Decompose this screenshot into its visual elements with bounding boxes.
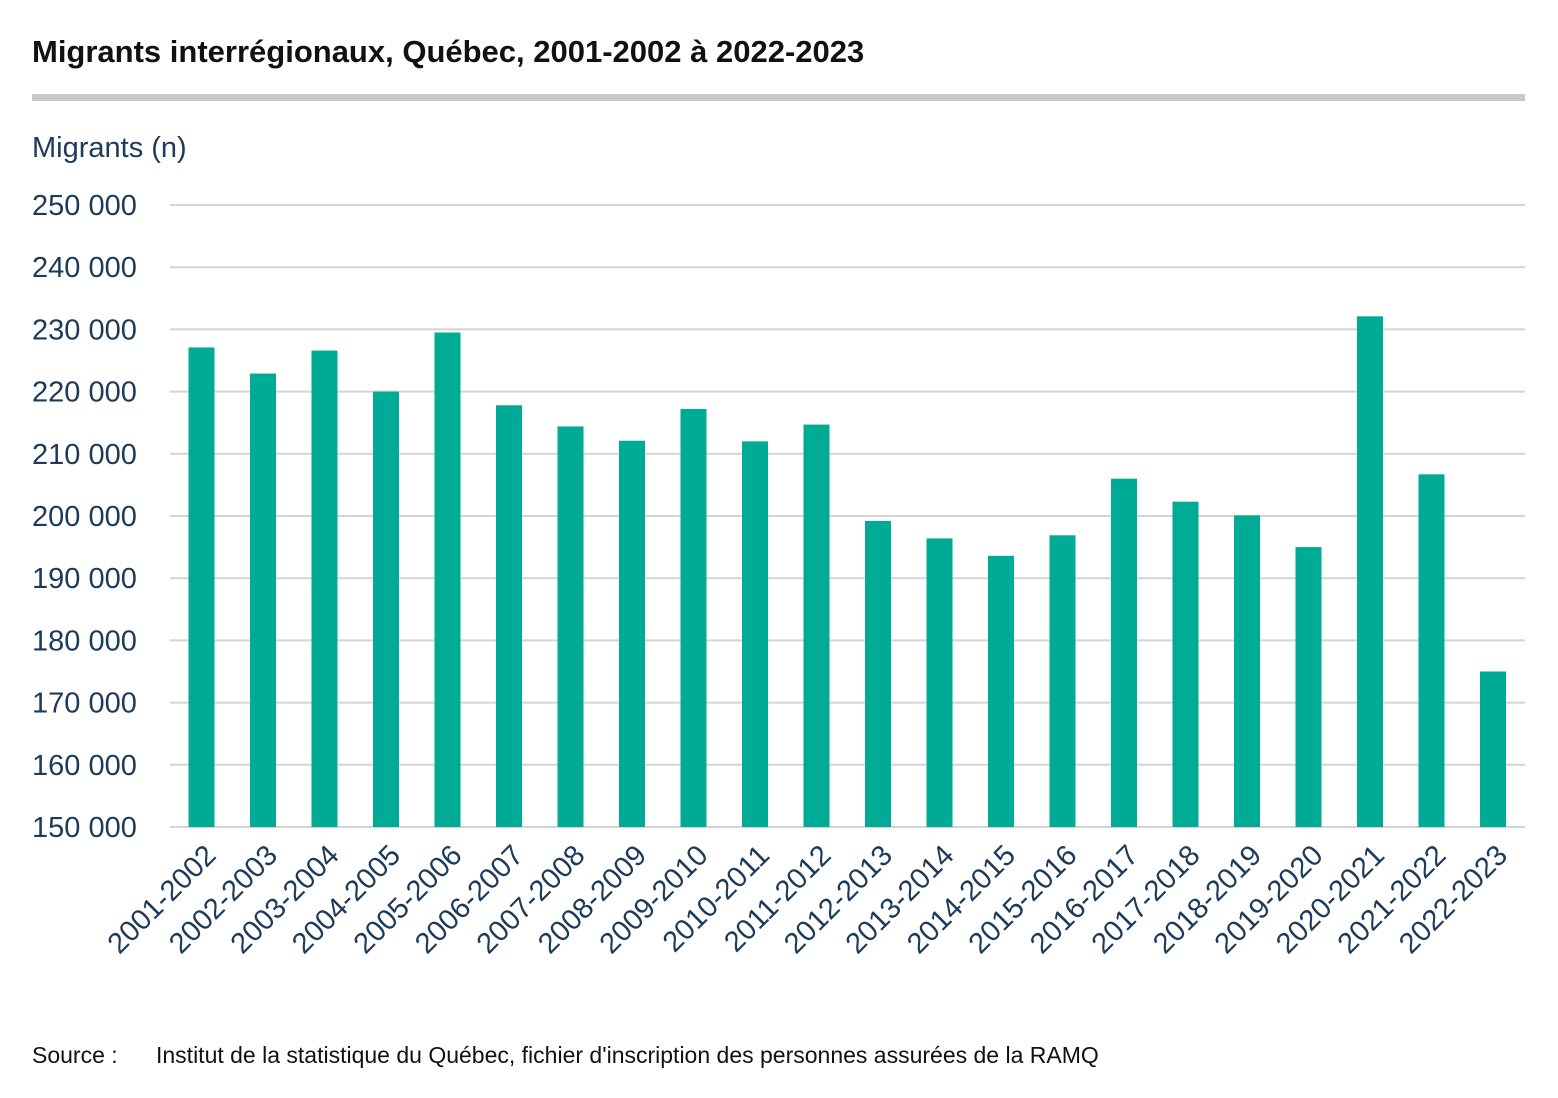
bar xyxy=(1295,547,1322,827)
bar xyxy=(680,409,707,827)
y-tick-label: 240 000 xyxy=(32,252,137,284)
bar xyxy=(1049,535,1076,827)
y-tick-label: 220 000 xyxy=(32,377,137,409)
y-tick-label: 200 000 xyxy=(32,501,137,533)
y-tick-label: 160 000 xyxy=(32,750,137,782)
bar xyxy=(1234,515,1260,827)
bar xyxy=(865,520,891,827)
source-label: Source : xyxy=(32,1042,118,1068)
source-note: Source : Institut de la statistique du Qu… xyxy=(32,1042,1099,1069)
bar xyxy=(803,424,830,827)
bar xyxy=(311,350,338,827)
bar xyxy=(1111,478,1137,827)
bar xyxy=(988,555,1014,827)
y-tick-label: 150 000 xyxy=(32,812,137,844)
bar xyxy=(1172,501,1199,827)
bar xyxy=(619,440,645,827)
bar-chart: Migrants (n) 150 000 160 000 170 000 180 00… xyxy=(32,132,1525,960)
y-tick-label: 170 000 xyxy=(32,688,137,720)
title-divider xyxy=(32,94,1525,101)
chart-title: Migrants interrégionaux, Québec, 2001-20… xyxy=(32,34,865,69)
bar xyxy=(742,441,768,827)
y-tick-label: 230 000 xyxy=(32,314,137,346)
bar xyxy=(496,405,522,827)
bar xyxy=(1357,316,1383,827)
bar xyxy=(188,347,215,827)
bar xyxy=(250,373,276,827)
bar xyxy=(926,538,953,827)
y-tick-label: 180 000 xyxy=(32,625,137,657)
y-tick-label: 190 000 xyxy=(32,563,137,595)
bars xyxy=(188,316,1506,827)
bar xyxy=(1418,474,1445,827)
bar xyxy=(373,391,399,827)
source-text: Institut de la statistique du Québec, fi… xyxy=(156,1042,1099,1068)
y-tick-label: 210 000 xyxy=(32,439,137,471)
bar xyxy=(557,426,584,827)
bar xyxy=(1480,671,1506,827)
bar xyxy=(434,332,461,827)
x-axis-ticks: 2001-20022002-20032003-20042004-20052005… xyxy=(102,839,1514,960)
y-tick-label: 250 000 xyxy=(32,190,137,222)
y-axis-label: Migrants (n) xyxy=(32,132,187,164)
y-axis-ticks: 150 000 160 000 170 000 180 000 190 000 200 0… xyxy=(32,190,137,844)
